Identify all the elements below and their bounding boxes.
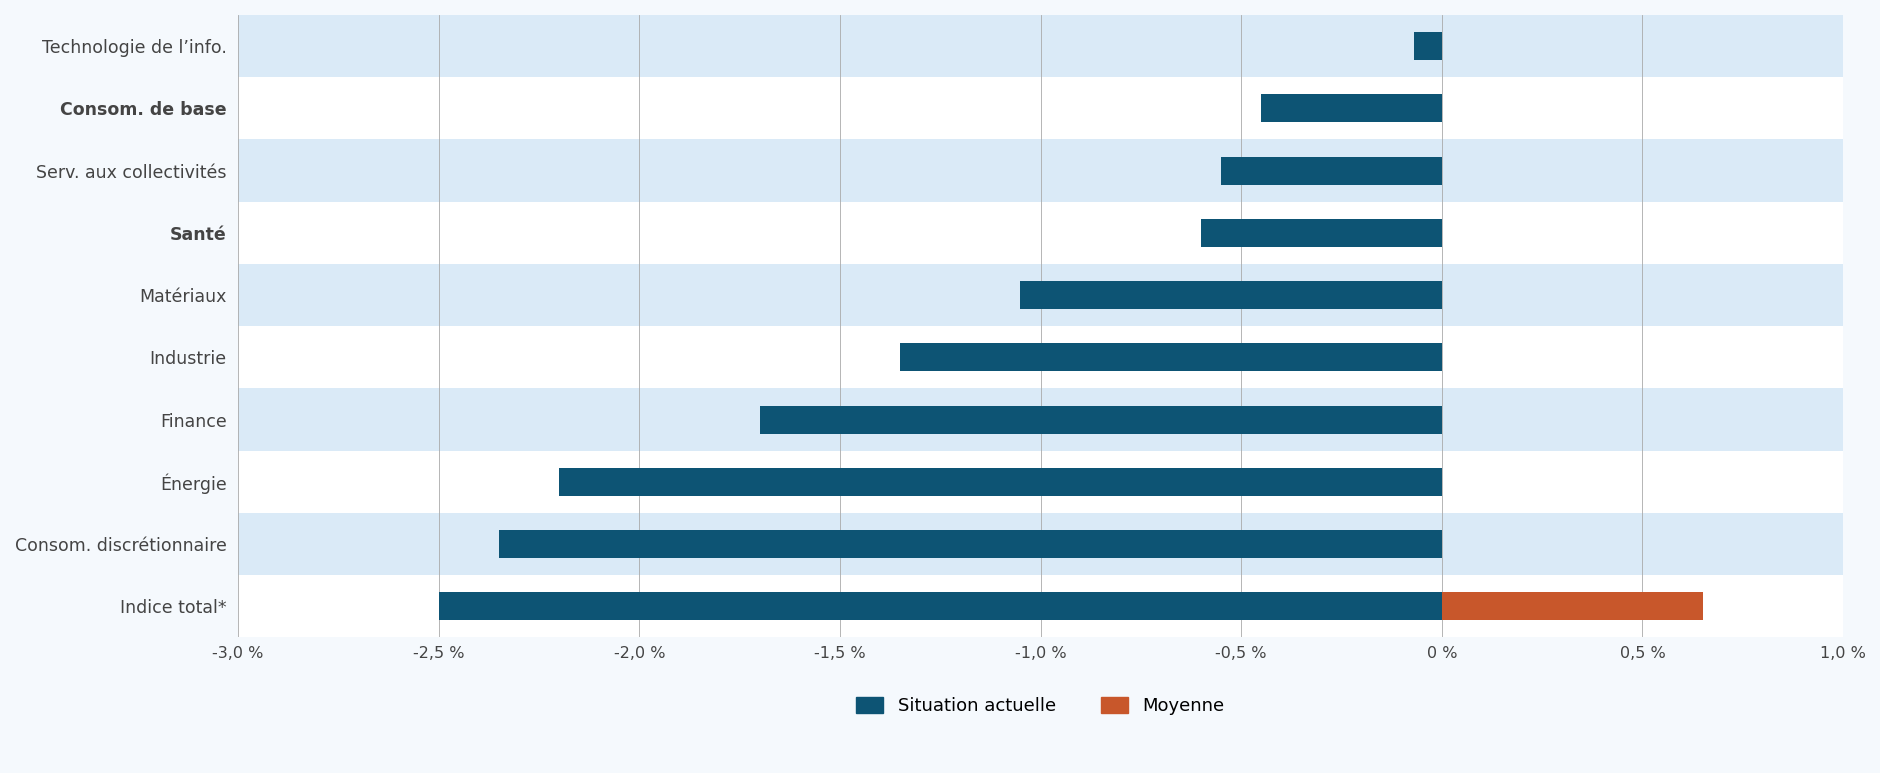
Bar (1021, 281, 1442, 309)
Bar (239, 77, 1842, 139)
Bar (1261, 94, 1442, 122)
Bar (239, 512, 1842, 575)
Bar (239, 326, 1842, 388)
Bar (239, 264, 1842, 326)
Bar (239, 575, 1842, 637)
Bar (901, 343, 1442, 371)
Bar (239, 451, 1842, 512)
Bar (239, 15, 1842, 77)
Legend: Situation actuelle, Moyenne: Situation actuelle, Moyenne (855, 697, 1224, 716)
Bar (438, 592, 1442, 620)
Bar (239, 202, 1842, 264)
Bar (1201, 219, 1442, 247)
Bar (239, 139, 1842, 202)
Bar (1220, 157, 1442, 185)
Bar (760, 406, 1442, 434)
Bar (1442, 592, 1701, 620)
Bar (498, 530, 1442, 558)
Bar (1414, 32, 1442, 60)
Bar (239, 388, 1842, 451)
Bar (558, 468, 1442, 495)
